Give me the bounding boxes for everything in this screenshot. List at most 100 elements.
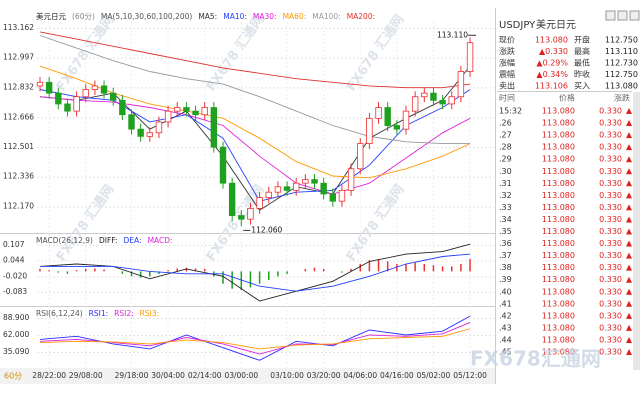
- tick-price: 113.080: [542, 227, 575, 236]
- x-tick-label: 29/18:00: [115, 371, 149, 380]
- up-arrow: [626, 156, 632, 163]
- period-button[interactable]: 60分: [4, 372, 22, 381]
- tick-time: .41: [499, 299, 512, 308]
- tick-time: .40: [499, 287, 512, 296]
- candle-body: [347, 168, 355, 191]
- candle-body: [183, 107, 190, 112]
- x-tick-label: 03/20:00: [307, 371, 341, 380]
- candle-body: [384, 107, 391, 126]
- up-arrow: [626, 288, 632, 295]
- line: [39, 35, 471, 145]
- legend-entry: MA10:: [223, 12, 247, 21]
- tick-time: 15:32: [499, 107, 522, 116]
- quote-label: 开盘: [574, 35, 590, 45]
- candle-body: [302, 179, 309, 184]
- x-tick-label: 29/08:00: [69, 371, 103, 380]
- quote-value: 112.750: [605, 36, 638, 45]
- tick-price: 113.080: [542, 299, 575, 308]
- candle-body: [292, 182, 300, 191]
- tick-change: 0.330: [599, 179, 622, 188]
- tick-time: .38: [499, 263, 512, 272]
- logo: FX678汇通网: [470, 347, 601, 371]
- icon[interactable]: [605, 10, 616, 21]
- up-arrow: [626, 108, 632, 114]
- y-tick-label: -0.083: [3, 287, 27, 296]
- candle-body: [448, 96, 455, 105]
- tick-price: 113.080: [542, 335, 575, 344]
- line: [39, 321, 471, 355]
- symbol-name: 美元日元: [536, 18, 576, 31]
- candle-body: [55, 92, 62, 105]
- tick-time: .30: [499, 167, 512, 176]
- tick-price: 113.080: [542, 203, 575, 212]
- tick-price: 113.080: [542, 275, 575, 284]
- table-header: 价格: [559, 93, 575, 103]
- quote-value: 112.750: [605, 70, 638, 79]
- legend-entry: RSI3:: [140, 309, 159, 318]
- candle-body: [137, 128, 144, 137]
- quote-label: 涨幅: [499, 58, 515, 68]
- candle-body: [274, 186, 282, 193]
- tick-price: 113.080: [542, 323, 575, 332]
- x-tick-label: 28/22:00: [32, 371, 66, 380]
- tick-price: 113.080: [542, 251, 575, 260]
- candle-body: [36, 81, 44, 87]
- up-arrow: [626, 216, 632, 223]
- x-tick-label: 04/06:00: [343, 371, 377, 380]
- legend-entry: RSI(6,12,24): [36, 309, 83, 318]
- up-arrow: [626, 168, 632, 175]
- annotation: 112.060: [251, 225, 282, 234]
- tick-price: 113.080: [542, 119, 575, 128]
- up-arrow: [626, 324, 632, 331]
- icon[interactable]: [617, 10, 628, 21]
- legend-entry: MA100:: [312, 12, 340, 21]
- legend-entry: RSI2:: [114, 309, 133, 318]
- tick-time: .34: [499, 215, 512, 224]
- y-tick-label: 112.997: [3, 53, 34, 62]
- tick-change: 0.330: [599, 215, 622, 224]
- legend-entry: MACD(26,12,9): [36, 236, 93, 245]
- candle-body: [155, 121, 163, 134]
- tick-price: 113.080: [542, 155, 575, 164]
- icon[interactable]: [629, 10, 640, 21]
- tick-change: 0.330: [599, 263, 622, 272]
- quote-label: 卖出: [499, 81, 515, 91]
- scrollbar[interactable]: [633, 92, 640, 370]
- y-tick-label: 112.666: [3, 112, 34, 121]
- up-arrow: [626, 192, 632, 199]
- candle-body: [91, 85, 99, 90]
- tick-time: .45: [499, 348, 512, 357]
- tick-change: 0.330: [599, 251, 622, 260]
- legend-entry: MA5:: [198, 12, 217, 21]
- line: [39, 31, 471, 89]
- candle-body: [210, 107, 218, 148]
- y-tick-label: 88.900: [3, 313, 29, 322]
- table-header: 涨跌: [614, 93, 630, 103]
- tick-time: .28: [499, 143, 512, 152]
- tick-change: 0.330: [599, 155, 622, 164]
- tick-price: 113.080: [542, 263, 575, 272]
- symbol: USDJPY: [499, 20, 536, 31]
- candle-body: [439, 99, 446, 105]
- candle-body: [119, 99, 126, 116]
- tick-change: 0.330: [599, 239, 622, 248]
- legend-entry: 美元日元: [36, 11, 66, 21]
- y-tick-label: 113.162: [3, 23, 34, 32]
- legend-entry: MA60:: [283, 12, 307, 21]
- tick-change: 0.330: [599, 227, 622, 236]
- tick-time: .44: [499, 335, 512, 344]
- legend-entry: MA(5,10,30,60,100,200): [101, 12, 192, 21]
- candle-body: [82, 89, 89, 98]
- candle-body: [100, 85, 108, 94]
- tick-change: 0.330: [599, 131, 622, 140]
- tick-time: .31: [499, 179, 512, 188]
- tick-time: .35: [499, 227, 512, 236]
- x-axis-bar: [0, 368, 495, 384]
- tick-price: 113.080: [542, 191, 575, 200]
- tick-change: 0.330: [599, 348, 622, 357]
- tick-time: .29: [499, 155, 512, 164]
- quote-label: 最低: [574, 58, 590, 68]
- tick-price: 113.080: [542, 179, 575, 188]
